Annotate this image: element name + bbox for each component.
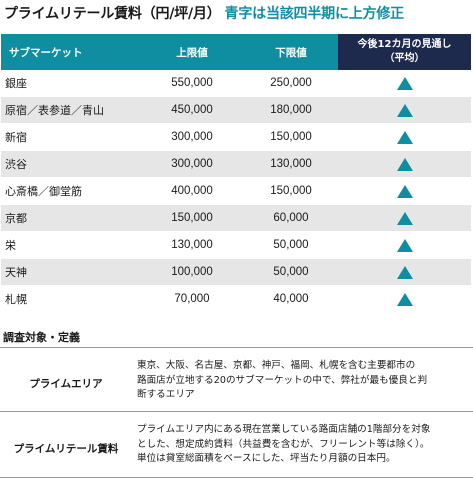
table-header-row: サブマーケット 上限値 下限値 今後12カ月の見通し （平均） xyxy=(1,34,471,70)
cell-upper: 100,000 xyxy=(140,258,244,286)
cell-outlook xyxy=(338,231,471,259)
up-triangle-icon xyxy=(396,238,413,252)
cell-upper: 300,000 xyxy=(140,150,244,178)
up-triangle-icon xyxy=(396,130,413,144)
definition-line: 路面店が立地する20のサブマーケットの中で、弊社が最も優良と判 xyxy=(137,374,428,386)
cell-lower: 50,000 xyxy=(244,231,338,259)
definition-term: プライムエリア xyxy=(29,377,103,390)
cell-area: 京都 xyxy=(1,204,140,232)
definition-description: プライムエリア内にある現在営業している路面店舗の1階部分を対象 とした、想定成約… xyxy=(137,423,469,467)
cell-lower: 150,000 xyxy=(244,177,338,205)
cell-area: 天神 xyxy=(1,258,140,286)
definition-line: とした、想定成約賃料（共益費を含むが、フリーレント等は除く）。 xyxy=(137,438,430,450)
title-note: 青字は当該四半期に上方修正 xyxy=(224,6,405,22)
cell-outlook xyxy=(338,123,471,151)
table-row: 心斎橋／御堂筋 400,000 150,000 xyxy=(1,177,471,205)
up-triangle-icon xyxy=(396,184,413,198)
cell-upper: 70,000 xyxy=(140,285,244,313)
cell-lower: 50,000 xyxy=(244,258,338,286)
up-triangle-icon xyxy=(396,157,413,171)
title-main: プライムリテール賃料（円/坪/月） xyxy=(4,6,221,22)
table-row: 原宿／表参道／青山 450,000 180,000 xyxy=(1,96,471,124)
cell-lower: 180,000 xyxy=(244,96,338,124)
rent-table: サブマーケット 上限値 下限値 今後12カ月の見通し （平均） 銀座 550,0… xyxy=(1,34,471,313)
definitions-divider xyxy=(0,347,473,348)
header-submarket: サブマーケット xyxy=(1,34,140,70)
definition-line: 単位は貸室総面積をベースにした、坪当たり月額の日本円。 xyxy=(137,453,396,464)
cell-area: 新宿 xyxy=(1,123,140,151)
header-outlook-line1: 今後12カ月の見通し xyxy=(357,39,452,50)
table-row: 天神 100,000 50,000 xyxy=(1,258,471,286)
cell-upper: 450,000 xyxy=(140,96,244,124)
table-row: 京都 150,000 60,000 xyxy=(1,204,471,232)
cell-outlook xyxy=(338,177,471,205)
cell-upper: 400,000 xyxy=(140,177,244,205)
header-lower: 下限値 xyxy=(244,34,338,70)
table-row: 新宿 300,000 150,000 xyxy=(1,123,471,151)
table-row: 栄 130,000 50,000 xyxy=(1,231,471,259)
cell-outlook xyxy=(338,204,471,232)
cell-area: 心斎橋／御堂筋 xyxy=(1,177,140,205)
up-triangle-icon xyxy=(396,265,413,279)
definitions-heading: 調査対象・定義 xyxy=(3,331,80,344)
header-outlook-line2: （平均） xyxy=(384,53,425,64)
definition-line: 断するエリア xyxy=(137,389,195,400)
definition-line: 東京、大阪、名古屋、京都、神戸、福岡、札幌を含む主要都市の xyxy=(137,360,416,371)
up-triangle-icon xyxy=(396,292,413,306)
cell-area: 原宿／表参道／青山 xyxy=(1,96,140,124)
cell-lower: 150,000 xyxy=(244,123,338,151)
up-triangle-icon xyxy=(396,76,413,90)
cell-lower: 40,000 xyxy=(244,285,338,313)
cell-upper: 130,000 xyxy=(140,231,244,259)
cell-outlook xyxy=(338,258,471,286)
definition-description: 東京、大阪、名古屋、京都、神戸、福岡、札幌を含む主要都市の 路面店が立地する20… xyxy=(137,359,469,403)
header-upper: 上限値 xyxy=(140,34,244,70)
cell-lower: 250,000 xyxy=(244,70,338,97)
definition-row-prime-rent: プライムリテール賃料 プライムエリア内にある現在営業している路面店舗の1階部分を… xyxy=(0,419,473,478)
cell-area: 札幌 xyxy=(1,285,140,313)
cell-area: 渋谷 xyxy=(1,150,140,178)
cell-lower: 130,000 xyxy=(244,150,338,178)
cell-outlook xyxy=(338,96,471,124)
cell-upper: 550,000 xyxy=(140,70,244,97)
up-triangle-icon xyxy=(396,211,413,225)
up-triangle-icon xyxy=(396,103,413,117)
definition-line: プライムエリア内にある現在営業している路面店舗の1階部分を対象 xyxy=(137,424,431,435)
definition-term: プライムリテール賃料 xyxy=(13,442,119,455)
table-row: 渋谷 300,000 130,000 xyxy=(1,150,471,178)
cell-outlook xyxy=(338,150,471,178)
cell-lower: 60,000 xyxy=(244,204,338,232)
table-row: 銀座 550,000 250,000 xyxy=(1,70,471,97)
cell-area: 銀座 xyxy=(1,70,140,97)
cell-upper: 300,000 xyxy=(140,123,244,151)
header-outlook: 今後12カ月の見通し （平均） xyxy=(338,34,471,70)
cell-outlook xyxy=(338,285,471,313)
cell-upper: 150,000 xyxy=(140,204,244,232)
page-title: プライムリテール賃料（円/坪/月） 青字は当該四半期に上方修正 xyxy=(4,3,404,25)
table-row: 札幌 70,000 40,000 xyxy=(1,285,471,313)
cell-area: 栄 xyxy=(1,231,140,259)
definition-row-prime-area: プライムエリア 東京、大阪、名古屋、京都、神戸、福岡、札幌を含む主要都市の 路面… xyxy=(0,355,473,412)
cell-outlook xyxy=(338,70,471,97)
